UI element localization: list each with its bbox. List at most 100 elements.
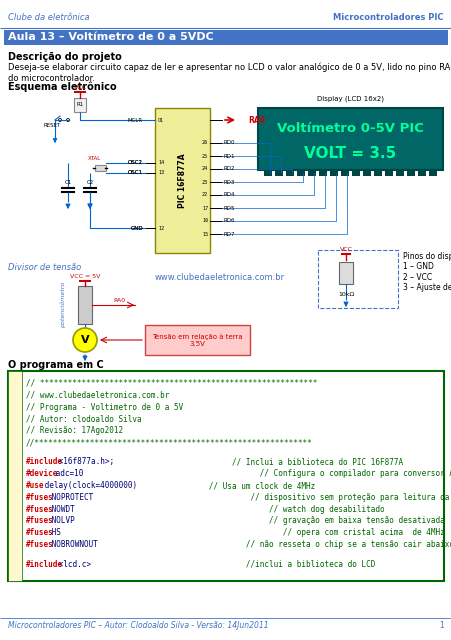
Bar (362, 171, 370, 176)
Text: 1: 1 (438, 621, 443, 630)
Text: PIC 16F877A: PIC 16F877A (178, 153, 187, 208)
Text: Voltímetro 0-5V PIC: Voltímetro 0-5V PIC (276, 122, 423, 134)
Text: RD2: RD2 (224, 166, 235, 172)
Bar (4, 30, 447, 45)
Text: NOBROWNOUT: NOBROWNOUT (47, 540, 98, 549)
Text: 22: 22 (202, 193, 208, 198)
Text: #fuses: #fuses (26, 505, 54, 514)
Text: RESET: RESET (43, 123, 60, 128)
Text: // gravação em baixa tensão desativada: // gravação em baixa tensão desativada (194, 516, 444, 525)
Text: // Revisão: 17Ago2012: // Revisão: 17Ago2012 (26, 426, 123, 435)
Text: RD6: RD6 (224, 218, 235, 223)
Text: 25: 25 (202, 154, 208, 159)
Bar (285, 171, 293, 176)
Text: www.clubedaeletronica.com.br: www.clubedaeletronica.com.br (155, 273, 285, 282)
Text: 15: 15 (202, 232, 208, 237)
Text: // opera com cristal acima  de 4MHz: // opera com cristal acima de 4MHz (194, 528, 444, 537)
Text: C1: C1 (64, 180, 71, 185)
Text: Divisor de tensão: Divisor de tensão (8, 263, 81, 272)
Text: <16f877a.h>;: <16f877a.h>; (54, 458, 114, 467)
Text: Display (LCD 16x2): Display (LCD 16x2) (316, 95, 383, 102)
Text: // www.clubedaeletronica.com.br: // www.clubedaeletronica.com.br (26, 391, 169, 400)
Bar (406, 171, 414, 176)
Text: 16: 16 (202, 218, 208, 223)
Text: Microcontroladores PIC – Autor: Clodoaldo Silva - Versão: 14Jun2011: Microcontroladores PIC – Autor: Clodoald… (8, 621, 268, 630)
Text: RD3: RD3 (224, 179, 235, 184)
Text: // não resseta o chip se a tensão cair abaixo de 4V: // não resseta o chip se a tensão cair a… (194, 540, 451, 549)
Bar (428, 171, 436, 176)
Text: 24: 24 (202, 166, 208, 172)
Bar (74, 98, 86, 112)
Text: RD1: RD1 (224, 154, 235, 159)
Bar (417, 171, 425, 176)
Text: Tensão em relação à terra
3.5V: Tensão em relação à terra 3.5V (152, 333, 242, 347)
Text: 01: 01 (158, 118, 164, 122)
Text: 10kΩ: 10kΩ (337, 292, 353, 297)
Bar (318, 171, 326, 176)
Text: OSC2: OSC2 (128, 161, 143, 166)
Text: #include: #include (26, 559, 63, 568)
Bar (263, 171, 272, 176)
Text: VCC = 5V: VCC = 5V (69, 274, 100, 279)
Text: // Usa um clock de 4MHz: // Usa um clock de 4MHz (194, 481, 314, 490)
Bar (307, 171, 315, 176)
Text: delay(clock=4000000): delay(clock=4000000) (40, 481, 137, 490)
Text: RD5: RD5 (224, 205, 235, 211)
Text: #use: #use (26, 481, 44, 490)
Bar (395, 171, 403, 176)
Text: 17: 17 (202, 205, 208, 211)
Text: <lcd.c>: <lcd.c> (54, 559, 91, 568)
Text: RA0: RA0 (113, 298, 125, 303)
Text: 10KΩ: 10KΩ (77, 334, 93, 339)
Text: // Autor: clodoaldo Silva: // Autor: clodoaldo Silva (26, 415, 141, 424)
Text: VCC: VCC (339, 247, 352, 252)
Text: Descrição do projeto: Descrição do projeto (8, 52, 121, 62)
Text: RD7: RD7 (224, 232, 235, 237)
Text: adc=10: adc=10 (51, 469, 83, 478)
Text: O programa em C: O programa em C (8, 360, 104, 370)
Text: C2: C2 (86, 180, 93, 185)
Text: HS: HS (47, 528, 61, 537)
Text: VOLT = 3.5: VOLT = 3.5 (304, 145, 396, 161)
Bar (338, 262, 352, 284)
Bar (340, 171, 348, 176)
Text: // watch dog desabilitado: // watch dog desabilitado (194, 505, 384, 514)
Text: //inclui a biblioteca do LCD: //inclui a biblioteca do LCD (194, 559, 374, 568)
Text: RA0: RA0 (248, 116, 264, 125)
Text: GND: GND (130, 225, 143, 230)
Bar (329, 171, 337, 176)
Text: XTAL: XTAL (88, 156, 101, 161)
Bar (155, 108, 210, 253)
Text: Pinos do display
1 – GND
2 – VCC
3 – Ajuste de contraste: Pinos do display 1 – GND 2 – VCC 3 – Aju… (402, 252, 451, 292)
Text: V: V (81, 335, 89, 345)
Bar (274, 171, 282, 176)
Text: 13: 13 (158, 170, 164, 175)
Text: R1: R1 (76, 102, 83, 108)
Bar (318, 250, 397, 308)
Text: Clube da eletrônica: Clube da eletrônica (8, 13, 89, 22)
Text: //************************************************************: //**************************************… (26, 438, 312, 447)
Text: // dispositivo sem proteção para leitura da eeprom: // dispositivo sem proteção para leitura… (194, 493, 451, 502)
Text: NOLVP: NOLVP (47, 516, 75, 525)
Text: RD4: RD4 (224, 193, 235, 198)
Bar (8, 371, 22, 581)
Text: // Programa - Voltimetro de 0 a 5V: // Programa - Voltimetro de 0 a 5V (26, 403, 183, 412)
Text: #fuses: #fuses (26, 528, 54, 537)
Text: OSC2: OSC2 (128, 161, 143, 166)
Bar (8, 371, 443, 581)
Text: NOPROTECT: NOPROTECT (47, 493, 93, 502)
Text: #fuses: #fuses (26, 493, 54, 502)
Text: Microcontroladores PIC: Microcontroladores PIC (333, 13, 443, 22)
Text: NOWDT: NOWDT (47, 505, 75, 514)
Text: Esquema eletrônico: Esquema eletrônico (8, 82, 116, 93)
Text: // ************************************************************: // *************************************… (26, 379, 317, 388)
Text: RD0: RD0 (224, 141, 235, 145)
Text: OSC1: OSC1 (128, 170, 143, 175)
Bar (373, 171, 381, 176)
Text: #fuses: #fuses (26, 516, 54, 525)
Text: 12: 12 (158, 225, 164, 230)
Bar (95, 165, 106, 171)
Text: OSC1: OSC1 (128, 170, 143, 175)
Text: potenciômetro: potenciômetro (60, 282, 65, 328)
Text: #include: #include (26, 458, 63, 467)
